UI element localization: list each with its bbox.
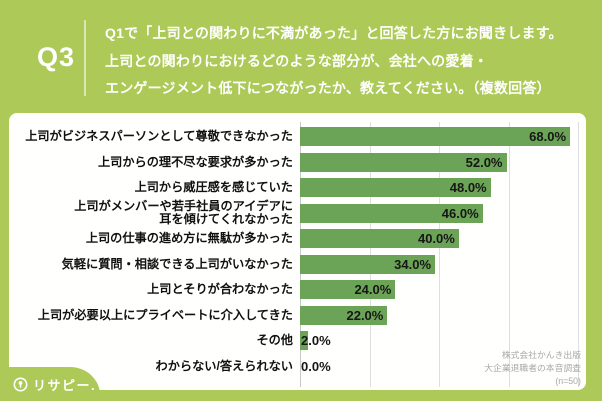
y-axis-line: [300, 122, 301, 387]
bar-cell: 24.0%: [300, 280, 578, 300]
bar: 48.0%: [300, 178, 491, 198]
brand-logo-tab: リサピー.: [0, 367, 100, 401]
bar: 22.0%: [300, 305, 388, 325]
value-label: 40.0%: [417, 231, 455, 247]
x-gridline: [439, 122, 440, 387]
source-note: 株式会社かんき出版 大企業退職者の本音調査 (n=50): [484, 350, 581, 386]
category-label: 上司の仕事の進め方に無駄が多かった: [85, 231, 293, 246]
chart-row: わからない/答えられない 0.0%: [9, 354, 586, 380]
header-divider: [84, 20, 86, 96]
value-label: 48.0%: [449, 180, 487, 196]
question-text: Q1で「上司との関わりに不満があった」と回答した方にお聞きします。 上司との関わ…: [105, 25, 563, 96]
value-label: 52.0%: [465, 154, 503, 170]
grid-overlay: [300, 122, 579, 387]
bar-cell: 22.0%: [300, 305, 578, 325]
chart-row: 上司の仕事の進め方に無駄が多かった 40.0%: [9, 226, 586, 252]
category-label: 上司がビジネスパーソンとして尊敬できなかった: [25, 129, 293, 144]
value-label: 22.0%: [346, 307, 384, 323]
bar-cell: 52.0%: [300, 152, 578, 172]
bar-cell: 40.0%: [300, 229, 578, 249]
chart-row: 上司からの理不尽な要求が多かった 52.0%: [9, 150, 586, 176]
chart-row: その他 2.0%: [9, 328, 586, 354]
bar-chart: 上司がビジネスパーソンとして尊敬できなかった 68.0% 上司からの理不尽な要求が多…: [9, 122, 586, 387]
bar-cell: 0.0%: [300, 357, 578, 376]
category-label: わからない/答えられない: [155, 358, 293, 373]
category-label: 上司が必要以上にプライベートに介入してきた: [37, 307, 293, 322]
chart-row: 上司が必要以上にプライベートに介入してきた 22.0%: [9, 303, 586, 329]
chart-row: 気軽に質問・相談できる上司がいなかった 34.0%: [9, 252, 586, 278]
chart-row: 上司から威圧感を感じていた 48.0%: [9, 175, 586, 201]
category-label: 上司とそりが合わなかった: [147, 282, 293, 297]
category-label: 気軽に質問・相談できる上司がいなかった: [61, 256, 293, 271]
chart-row: 上司がビジネスパーソンとして尊敬できなかった 68.0%: [9, 124, 586, 150]
brand-logo-text: リサピー.: [33, 377, 97, 393]
bar-cell: 68.0%: [300, 127, 578, 147]
value-label: 34.0%: [394, 256, 432, 272]
bar: 40.0%: [300, 229, 459, 249]
question-number: Q3: [36, 42, 76, 72]
bar-cell: 46.0%: [300, 203, 578, 223]
bar: [300, 331, 308, 351]
value-label: 24.0%: [354, 282, 392, 298]
value-label: 2.0%: [301, 333, 331, 349]
bar-cell: 48.0%: [300, 178, 578, 198]
chart-row: 上司とそりが合わなかった 24.0%: [9, 277, 586, 303]
bar: 68.0%: [300, 127, 571, 147]
category-label: 上司から威圧感を感じていた: [134, 180, 293, 195]
value-label: 0.0%: [301, 358, 331, 374]
value-label: 68.0%: [529, 129, 567, 145]
category-label: その他: [256, 333, 293, 348]
bar: 52.0%: [300, 152, 507, 172]
bar: 46.0%: [300, 203, 483, 223]
bar: 34.0%: [300, 254, 436, 274]
value-label: 46.0%: [441, 205, 479, 221]
x-gridline: [578, 122, 579, 387]
bar-cell: 2.0%: [300, 331, 578, 351]
bar-cell: 34.0%: [300, 254, 578, 274]
chart-row: 上司がメンバーや若手社員のアイデアに 耳を傾けてくれなかった 46.0%: [9, 199, 586, 227]
category-label: 上司からの理不尽な要求が多かった: [98, 154, 293, 169]
category-label: 上司がメンバーや若手社員のアイデアに 耳を傾けてくれなかった: [74, 199, 293, 227]
pin-in-circle-icon: [13, 377, 28, 391]
chart-panel: 上司がビジネスパーソンとして尊敬できなかった 68.0% 上司からの理不尽な要求が多…: [9, 113, 586, 390]
bar: 24.0%: [300, 280, 396, 300]
x-gridline: [508, 122, 510, 387]
x-gridline: [369, 122, 371, 387]
